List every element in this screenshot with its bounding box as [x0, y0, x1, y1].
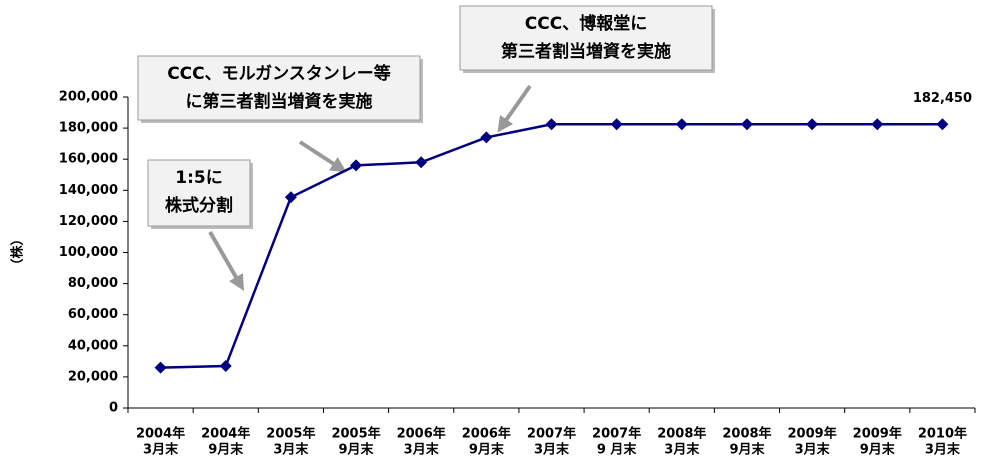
x-tick-label: 2009年 — [788, 426, 837, 442]
x-tick-label: 9 月末 — [597, 442, 638, 458]
x-tick-label: 9月末 — [469, 442, 505, 458]
x-tick-label: 3月末 — [273, 442, 309, 458]
annotation-arrow — [208, 231, 244, 291]
y-tick-label: 140,000 — [59, 183, 118, 198]
x-tick-label: 3月末 — [143, 442, 179, 458]
y-tick-label: 20,000 — [68, 369, 118, 384]
x-tick-label: 3月末 — [664, 442, 700, 458]
x-tick-label: 2007年 — [592, 426, 641, 442]
marker — [610, 118, 623, 131]
x-tick-label: 3月末 — [795, 442, 831, 458]
x-tick-label: 3月末 — [925, 442, 961, 458]
annotation-box — [147, 159, 251, 227]
y-tick-label: 40,000 — [68, 338, 118, 353]
marker — [871, 118, 884, 131]
marker — [350, 159, 363, 172]
x-tick-label: 2006年 — [397, 426, 446, 442]
x-tick-label: 3月末 — [404, 442, 440, 458]
marker — [219, 360, 232, 373]
y-tick-label: 100,000 — [59, 245, 118, 260]
x-tick-label: 2004年 — [136, 426, 185, 442]
x-tick-label: 2010年 — [918, 426, 967, 442]
annotation-text: CCC、博報堂に — [525, 13, 647, 34]
x-tick-label: 2009年 — [853, 426, 902, 442]
y-tick-label: 60,000 — [68, 307, 118, 322]
marker — [284, 191, 297, 204]
y-tick-label: 180,000 — [59, 121, 118, 136]
annotation-text: に第三者割当増資を実施 — [186, 91, 373, 112]
x-tick-label: 2008年 — [657, 426, 706, 442]
annotation-text: CCC、モルガンスタンレー等 — [167, 63, 391, 84]
y-tick-label: 200,000 — [59, 90, 118, 105]
annotation-box — [459, 5, 713, 71]
x-tick-label: 9月末 — [729, 442, 765, 458]
y-tick-label: 120,000 — [59, 214, 118, 229]
annotation-text: 株式分割 — [165, 195, 233, 216]
marker — [936, 118, 949, 131]
x-tick-label: 9月末 — [339, 442, 375, 458]
marker — [480, 131, 493, 144]
marker — [545, 118, 558, 131]
annotation-arrow — [497, 84, 532, 133]
annotation-text: 第三者割当増資を実施 — [501, 41, 671, 62]
marker — [675, 118, 688, 131]
x-tick-label: 2008年 — [722, 426, 771, 442]
y-tick-label: 160,000 — [59, 152, 118, 167]
marker — [740, 118, 753, 131]
x-tick-label: 9月末 — [208, 442, 244, 458]
annotation-arrow — [298, 140, 347, 173]
line — [160, 123, 943, 369]
marker — [415, 156, 428, 169]
marker — [154, 361, 167, 374]
x-tick-label: 9月末 — [860, 442, 896, 458]
x-tick-label: 2007年 — [527, 426, 576, 442]
y-tick-label: 0 — [109, 401, 118, 416]
x-tick-label: 2005年 — [266, 426, 315, 442]
value-label: 182,450 — [913, 91, 972, 106]
annotation-text: 1:5に — [175, 168, 222, 188]
x-tick-label: 3月末 — [534, 442, 570, 458]
annotation-box — [137, 55, 421, 121]
x-tick-label: 2006年 — [462, 426, 511, 442]
y-tick-label: 80,000 — [68, 276, 118, 291]
marker — [806, 118, 819, 131]
y-axis-label: （株） — [10, 232, 26, 271]
x-tick-label: 2005年 — [331, 426, 380, 442]
x-tick-label: 2004年 — [201, 426, 250, 442]
